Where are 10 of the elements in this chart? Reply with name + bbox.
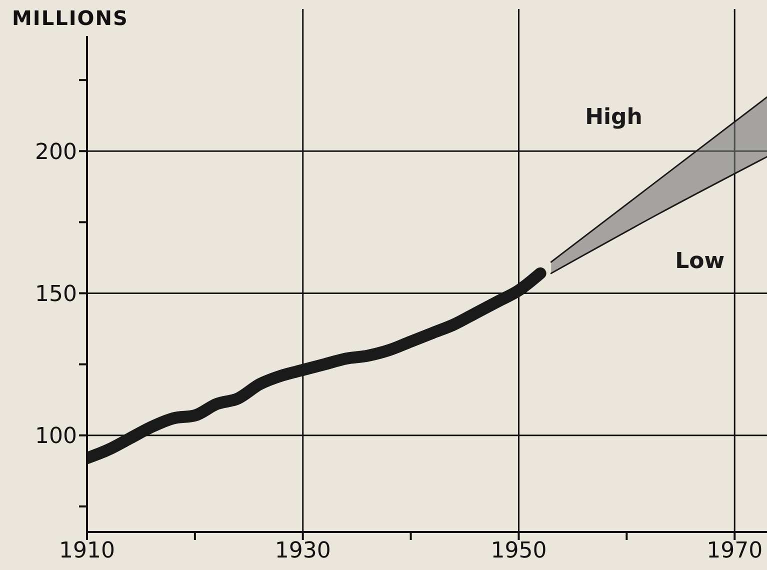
text: High (579, 104, 648, 130)
y-axis-title: MILLIONS (0, 0, 138, 36)
y-tick-label: 150 (35, 282, 77, 308)
x-tick-label: 1950 (490, 538, 547, 564)
y-tick-label: 200 (35, 140, 77, 165)
y-tick-label: 100 (35, 424, 77, 450)
series-label: Low (669, 248, 731, 274)
x-tick-label: 1910 (59, 538, 115, 564)
x-tick-label: 1970 (706, 538, 763, 564)
x-tick-label: 1930 (274, 538, 331, 564)
